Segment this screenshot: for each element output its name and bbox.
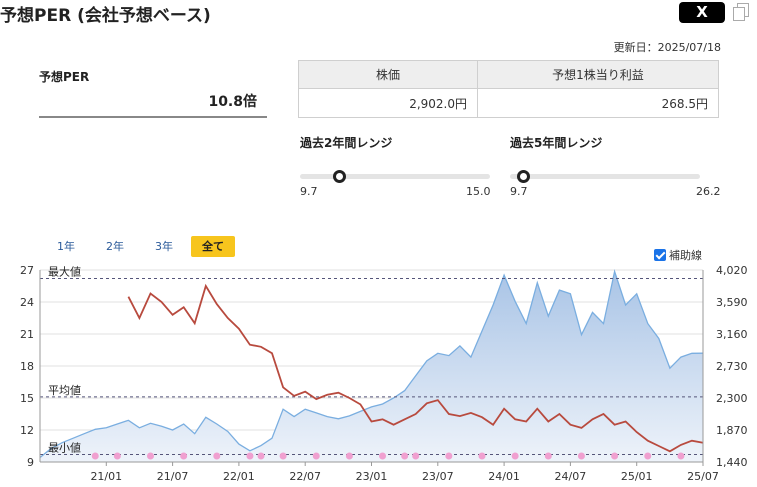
x-tick-label: 25/01 (621, 470, 653, 483)
event-marker (412, 452, 420, 460)
per-line (127, 283, 704, 453)
range-5y-max: 26.2 (696, 185, 721, 198)
event-marker (445, 452, 453, 460)
event-marker (511, 452, 519, 460)
right-tick-label: 4,020 (716, 264, 748, 277)
x-tick-label: 25/07 (687, 470, 719, 483)
right-tick-label: 2,300 (716, 392, 748, 405)
range-2y-marker (333, 170, 347, 183)
left-tick-label: 27 (20, 264, 34, 277)
period-1y-button[interactable]: 1年 (57, 240, 75, 253)
right-tick-label: 1,440 (716, 456, 748, 469)
per-label: 予想PER (39, 70, 90, 84)
header-eps: 予想1株当り利益 (477, 60, 719, 89)
event-marker (279, 452, 287, 460)
event-marker (577, 452, 585, 460)
event-marker (246, 452, 254, 460)
value-eps: 268.5円 (477, 88, 719, 118)
event-marker (147, 452, 154, 460)
left-tick-label: 18 (20, 360, 34, 373)
left-tick-label: 12 (20, 424, 34, 437)
divider (39, 116, 267, 118)
event-marker (345, 452, 353, 460)
price-eps-table: 株価 予想1株当り利益 2,902.0円 268.5円 (298, 60, 719, 118)
event-marker (91, 452, 99, 460)
x-tick-label: 23/01 (356, 470, 388, 483)
reference-label: 平均値 (48, 384, 81, 397)
range-2y-min: 9.7 (300, 185, 318, 198)
event-marker (401, 452, 409, 460)
right-tick-label: 3,160 (716, 328, 748, 341)
event-marker (312, 452, 320, 460)
event-marker (379, 452, 387, 460)
right-tick-label: 1,870 (716, 424, 748, 437)
value-price: 2,902.0円 (298, 88, 478, 118)
event-marker (544, 452, 552, 460)
copy-icon[interactable] (733, 3, 750, 22)
x-tick-label: 22/07 (289, 470, 321, 483)
period-2y-button[interactable]: 2年 (106, 240, 124, 253)
event-marker (257, 452, 265, 460)
event-marker (113, 452, 121, 460)
aux-line-label: 補助線 (669, 249, 702, 262)
range-5y-min: 9.7 (510, 185, 528, 198)
range-5y-title: 過去5年間レンジ (510, 136, 603, 150)
event-marker (180, 452, 188, 460)
updated-date: 更新日：2025/07/18 (613, 41, 721, 54)
per-value: 10.8倍 (208, 94, 257, 110)
range-5y-track (510, 174, 700, 179)
event-marker (644, 452, 652, 460)
x-tick-label: 21/01 (90, 470, 122, 483)
per-chart: 27 24 21 18 15 12 9 4,020 3,590 3,160 2,730 2,300 1,… (20, 264, 748, 483)
range-2y-title: 過去2年間レンジ (300, 136, 393, 150)
range-2y-max: 15.0 (466, 185, 491, 198)
price-area (40, 271, 703, 462)
left-tick-label: 15 (20, 392, 34, 405)
event-marker (213, 452, 221, 460)
event-marker (677, 452, 685, 460)
left-tick-label: 24 (20, 296, 34, 309)
checkbox-icon[interactable] (654, 249, 666, 261)
period-all-button[interactable]: 全て (191, 236, 235, 257)
page-title: 予想PER (会社予想ベース) (0, 6, 211, 26)
period-3y-button[interactable]: 3年 (155, 240, 173, 253)
event-marker (611, 452, 619, 460)
x-tick-label: 23/07 (422, 470, 454, 483)
x-tick-label: 21/07 (157, 470, 189, 483)
left-tick-label: 9 (27, 456, 34, 469)
reference-label: 最小値 (48, 442, 81, 455)
right-tick-label: 3,590 (716, 296, 748, 309)
x-tick-label: 24/07 (555, 470, 587, 483)
range-5y-marker (516, 170, 530, 183)
right-tick-label: 2,730 (716, 360, 748, 373)
event-marker (478, 452, 486, 460)
header-price: 株価 (298, 60, 478, 89)
aux-line-toggle[interactable]: 補助線 (654, 247, 702, 263)
x-tick-label: 24/01 (488, 470, 520, 483)
left-tick-label: 21 (20, 328, 34, 341)
x-tick-label: 22/01 (223, 470, 255, 483)
reference-label: 最大値 (48, 265, 81, 279)
share-x-button[interactable]: X (679, 2, 725, 23)
range-2y-track (300, 174, 490, 179)
price-line (39, 269, 704, 459)
